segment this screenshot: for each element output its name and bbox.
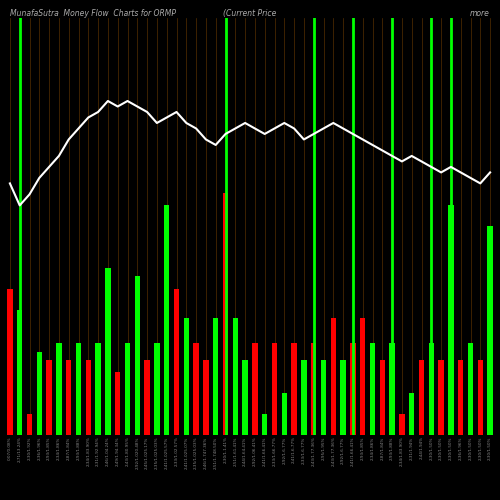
- Bar: [399, 414, 404, 435]
- Bar: [311, 343, 316, 435]
- Text: more: more: [470, 9, 490, 18]
- Bar: [478, 360, 483, 435]
- Bar: [194, 343, 199, 435]
- Bar: [7, 289, 12, 435]
- Bar: [292, 343, 297, 435]
- Bar: [390, 343, 395, 435]
- Bar: [17, 310, 22, 435]
- Bar: [134, 276, 140, 435]
- Bar: [330, 318, 336, 435]
- Bar: [66, 360, 71, 435]
- Bar: [262, 414, 268, 435]
- Bar: [203, 360, 208, 435]
- Bar: [27, 414, 32, 435]
- Bar: [468, 343, 473, 435]
- Bar: [86, 360, 91, 435]
- Bar: [409, 393, 414, 435]
- Bar: [428, 343, 434, 435]
- Bar: [46, 360, 52, 435]
- Bar: [56, 343, 62, 435]
- Bar: [301, 360, 306, 435]
- Bar: [282, 393, 287, 435]
- Bar: [164, 206, 170, 435]
- Bar: [96, 343, 101, 435]
- Bar: [438, 360, 444, 435]
- Bar: [252, 343, 258, 435]
- Bar: [174, 289, 179, 435]
- Bar: [232, 318, 238, 435]
- Bar: [419, 360, 424, 435]
- Bar: [76, 343, 81, 435]
- Bar: [213, 318, 218, 435]
- Bar: [144, 360, 150, 435]
- Bar: [105, 268, 110, 435]
- Text: (Current Price: (Current Price: [224, 9, 276, 18]
- Text: MunafaSutra  Money Flow  Charts for ORMP: MunafaSutra Money Flow Charts for ORMP: [10, 9, 176, 18]
- Bar: [458, 360, 464, 435]
- Bar: [242, 360, 248, 435]
- Bar: [380, 360, 385, 435]
- Bar: [154, 343, 160, 435]
- Bar: [350, 343, 356, 435]
- Bar: [223, 193, 228, 435]
- Bar: [448, 206, 454, 435]
- Bar: [370, 343, 375, 435]
- Bar: [125, 343, 130, 435]
- Bar: [36, 352, 42, 435]
- Bar: [115, 372, 120, 435]
- Bar: [321, 360, 326, 435]
- Bar: [360, 318, 366, 435]
- Bar: [340, 360, 346, 435]
- Bar: [488, 226, 493, 435]
- Bar: [184, 318, 189, 435]
- Bar: [272, 343, 277, 435]
